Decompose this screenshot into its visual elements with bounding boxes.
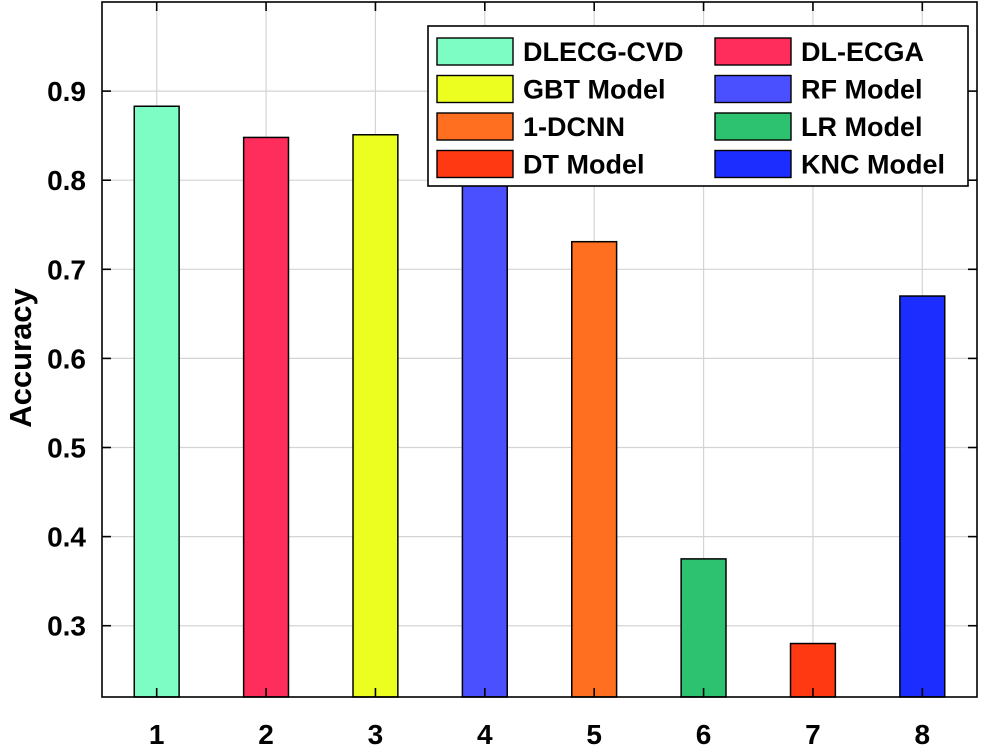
x-tick-label: 1 [149, 719, 165, 750]
bar-6 [680, 558, 727, 698]
legend-label: GBT Model [523, 75, 666, 105]
bar-5 [571, 240, 618, 698]
legend: DLECG-CVD DL-ECGA GBT Model RF Model 1-DCNN L… [427, 25, 969, 187]
x-tick-label: 8 [915, 719, 931, 750]
x-tick-label: 2 [258, 719, 274, 750]
legend-swatch [436, 112, 514, 141]
x-tick-label: 6 [696, 719, 712, 750]
legend-label: RF Model [801, 75, 923, 105]
axis-ticks [102, 2, 977, 697]
bar-8 [899, 295, 946, 698]
y-tick-label: 0.8 [47, 165, 86, 196]
y-tick-label: 0.5 [47, 433, 86, 464]
y-tick-label: 0.3 [47, 611, 86, 642]
bar-series [133, 105, 946, 698]
legend-label: KNC Model [801, 150, 945, 180]
x-tick-labels: 1 2 3 4 5 6 7 8 [149, 719, 930, 750]
x-tick-label: 5 [586, 719, 602, 750]
legend-swatch [714, 37, 792, 66]
y-tick-label: 0.6 [47, 343, 86, 374]
legend-label: LR Model [801, 112, 923, 142]
legend-box [427, 25, 969, 187]
plot-area-border [101, 1, 978, 698]
legend-swatch [714, 149, 792, 179]
bar-2 [242, 136, 290, 698]
bar-1 [133, 105, 180, 698]
legend-swatch [714, 74, 792, 104]
y-tick-label: 0.4 [47, 522, 86, 553]
bar-4 [461, 179, 508, 698]
x-tick-label: 4 [477, 719, 493, 750]
legend-swatch [436, 37, 514, 66]
legend-label: 1-DCNN [523, 112, 625, 142]
y-axis-title: Accuracy [3, 287, 38, 427]
legend-swatch [714, 112, 792, 141]
legend-label: DLECG-CVD [523, 37, 684, 67]
y-tick-label: 0.9 [47, 76, 86, 107]
y-tick-labels: 0.3 0.4 0.5 0.6 0.7 0.8 0.9 [47, 76, 86, 642]
bar-3 [352, 134, 399, 698]
legend-label: DT Model [523, 150, 645, 180]
y-tick-label: 0.7 [47, 254, 86, 285]
legend-swatch [436, 74, 514, 104]
legend-label: DL-ECGA [801, 37, 924, 67]
x-tick-label: 3 [368, 719, 384, 750]
legend-swatch [436, 149, 514, 179]
x-tick-label: 7 [805, 719, 821, 750]
